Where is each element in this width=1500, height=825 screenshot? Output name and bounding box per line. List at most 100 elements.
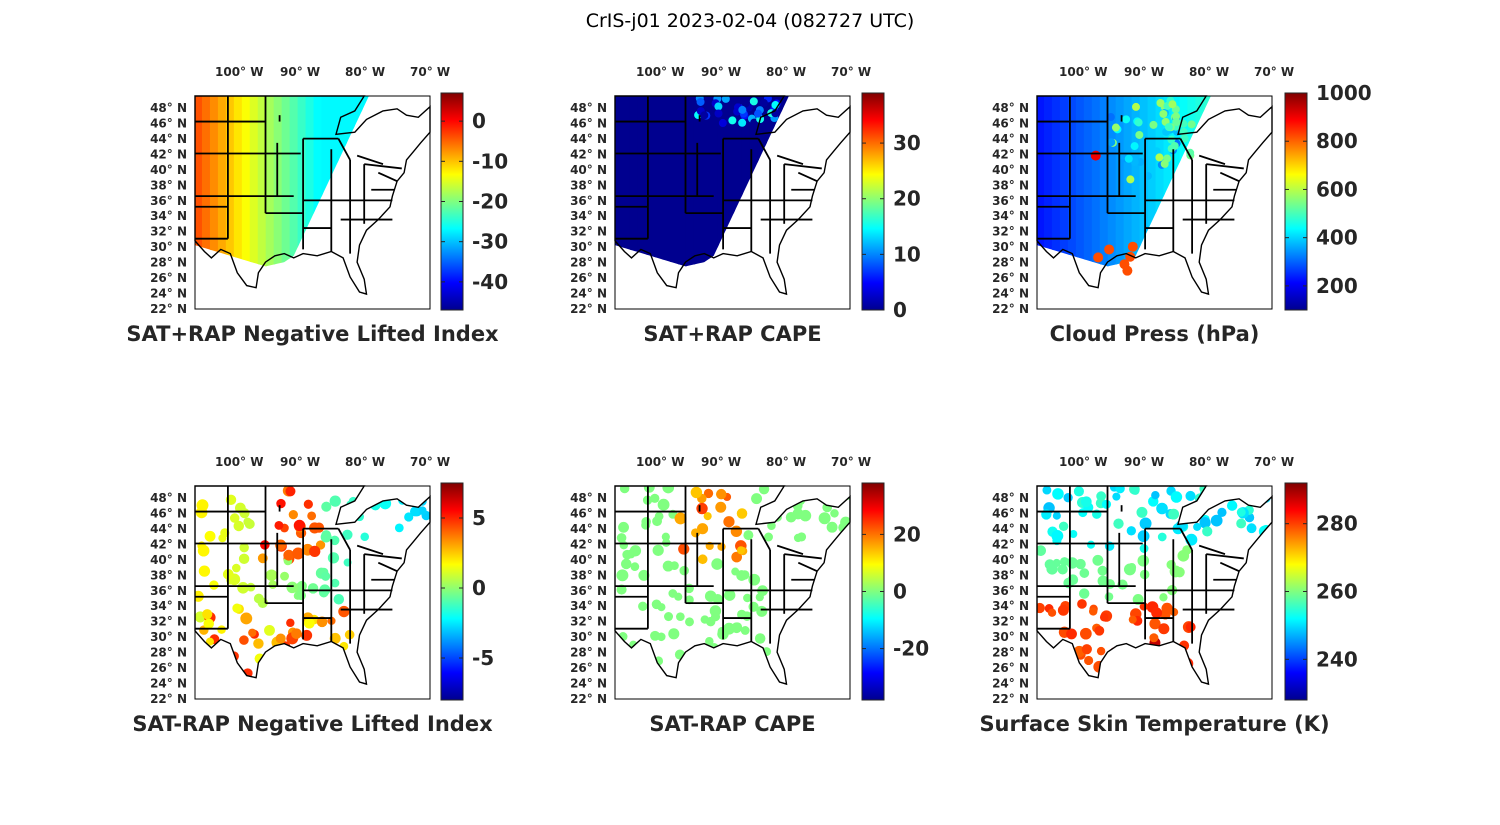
scatter-point: [1051, 529, 1064, 542]
lat-tick-label: 42° N: [150, 147, 187, 161]
swath-strip: [645, 96, 656, 267]
scatter-point: [826, 521, 838, 533]
state-border: [1219, 171, 1240, 183]
scatter-point: [676, 612, 685, 621]
lat-tick-label: 40° N: [570, 553, 607, 567]
panel-title: SAT+RAP CAPE: [643, 322, 821, 346]
swath-strip: [1131, 96, 1142, 267]
state-border: [1219, 561, 1240, 573]
lat-tick-label: 28° N: [150, 256, 187, 270]
colorbar-tick-label: 0: [893, 580, 907, 604]
swath-strip: [321, 96, 332, 267]
scatter-point: [283, 549, 295, 561]
scatter-point: [1096, 646, 1106, 656]
cloud-point: [1168, 100, 1177, 109]
lat-tick-label: 46° N: [570, 506, 607, 520]
scatter-point: [307, 511, 317, 521]
scatter-point: [616, 584, 627, 595]
scatter-point: [736, 546, 746, 555]
cloud-point: [1172, 118, 1181, 127]
lat-tick-label: 24° N: [570, 677, 607, 691]
swath-strip: [1043, 96, 1054, 267]
cloud-point: [1180, 134, 1189, 143]
scatter-point: [641, 517, 651, 527]
cloud-point: [1159, 109, 1168, 118]
swath-strip: [1147, 96, 1158, 267]
swath-strip: [209, 96, 220, 267]
scatter-point: [704, 590, 717, 602]
colorbar-tick-label: 20: [893, 187, 921, 211]
state-border: [784, 553, 822, 560]
colorbar-tick-label: -10: [472, 149, 508, 173]
lat-tick-label: 38° N: [570, 568, 607, 582]
scatter-point: [240, 612, 253, 625]
cloud-point: [1164, 123, 1173, 132]
swath-strip: [1155, 96, 1166, 267]
swath-strip: [1037, 96, 1046, 267]
map-frame: [194, 95, 431, 310]
scatter-point: [652, 516, 662, 527]
swath-strip: [1059, 96, 1070, 267]
scatter-point: [748, 573, 761, 586]
cloud-point: [1107, 138, 1116, 147]
scatter-point: [638, 601, 648, 612]
lat-tick-label: 36° N: [150, 584, 187, 598]
lat-tick-label: 30° N: [150, 630, 187, 644]
scatter-point: [705, 636, 714, 646]
lat-tick-label: 24° N: [150, 677, 187, 691]
lat-tick-label: 26° N: [992, 271, 1029, 285]
scatter-point: [360, 532, 370, 542]
scatter-point: [342, 529, 353, 540]
panel-p4: 48° N46° N 44° N42° N 40° N38° N 36° N34° N…: [132, 455, 494, 736]
lat-tick-label: 46° N: [150, 506, 187, 520]
cloud-point: [1111, 123, 1120, 132]
scatter-point: [1057, 604, 1069, 616]
lat-tick-label: 26° N: [150, 661, 187, 675]
scatter-point: [674, 592, 683, 601]
scatter-point: [330, 578, 340, 588]
colorbar-tick-label: 30: [893, 131, 921, 155]
scatter-point: [711, 558, 723, 570]
lat-tick-label: 38° N: [150, 568, 187, 582]
scatter-point: [409, 506, 420, 517]
scatter-point: [1052, 511, 1061, 520]
cloud-point: [1156, 99, 1165, 108]
figure-title: CrIS-j01 2023-02-04 (082727 UTC): [586, 10, 915, 32]
scatter-point: [1060, 557, 1070, 567]
scatter-point: [274, 520, 284, 530]
scatter-point: [1177, 549, 1190, 562]
scatter-point: [723, 622, 736, 635]
cloud-point: [1131, 102, 1140, 111]
scatter-point: [303, 617, 315, 629]
scatter-point: [736, 570, 747, 581]
lon-tick-label: 70° W: [410, 455, 450, 469]
scatter-point: [239, 542, 249, 553]
panel-title: SAT-RAP Negative Lifted Index: [132, 712, 493, 736]
scatter-point: [1092, 554, 1104, 566]
swath-strip: [701, 96, 712, 267]
lon-tick-label: 90° W: [701, 65, 741, 79]
colorbar-tick-label: -30: [472, 230, 508, 254]
swath-strip: [273, 96, 284, 267]
scatter-point: [280, 571, 289, 581]
scatter-point: [246, 582, 256, 592]
lon-tick-label: 70° W: [831, 65, 871, 79]
swath-strip: [741, 96, 752, 267]
panel-p2: 48° N46° N 44° N42° N 40° N38° N 36° N34° N…: [570, 65, 921, 346]
cloud-point: [1134, 118, 1143, 127]
scatter-point: [1081, 644, 1092, 655]
scatter-point: [643, 486, 655, 493]
state-border: [337, 138, 351, 161]
scatter-point: [630, 562, 640, 572]
lat-tick-label: 24° N: [992, 677, 1029, 691]
scatter-point: [1136, 506, 1148, 518]
scatter-point: [394, 523, 404, 533]
colorbar: [1284, 92, 1308, 311]
lat-tick-label: 40° N: [992, 163, 1029, 177]
lat-tick-label: 28° N: [992, 646, 1029, 660]
scatter-point: [736, 508, 748, 519]
state-border: [1179, 138, 1193, 161]
scatter-point: [1066, 628, 1077, 640]
lat-tick-label: 38° N: [992, 178, 1029, 192]
